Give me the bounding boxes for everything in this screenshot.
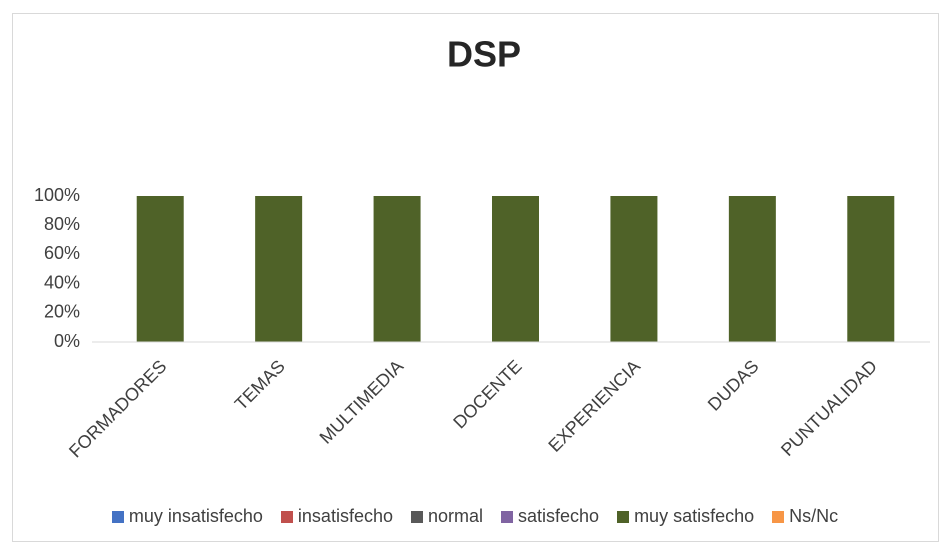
legend-label: satisfecho [518, 506, 600, 526]
legend-item: satisfecho [501, 506, 599, 527]
legend-swatch [501, 510, 514, 523]
legend-item: muy satisfecho [617, 506, 754, 527]
chart-title: DSP [447, 34, 521, 75]
legend-swatch [410, 510, 423, 523]
y-tick-label: 80% [44, 214, 80, 234]
legend-swatch [280, 510, 293, 523]
legend-label: muy satisfecho [634, 506, 755, 526]
legend-item: muy insatisfecho [111, 506, 263, 527]
bar-segment [847, 196, 895, 342]
legend-item: insatisfecho [280, 506, 393, 527]
legend: muy insatisfecho insatisfecho normal satisf… [12, 506, 938, 527]
y-tick-label: 40% [44, 272, 80, 292]
legend-label: Ns/Nc [789, 506, 839, 526]
bar-segment [255, 196, 303, 342]
legend-item: Ns/Nc [772, 506, 838, 527]
legend-swatch [617, 510, 630, 523]
bar-segment [728, 196, 776, 342]
y-tick-label: 20% [44, 302, 80, 322]
bar-segment [373, 196, 421, 342]
legend-label: normal [427, 506, 484, 526]
bar-segment [492, 196, 539, 342]
bar-segment [610, 196, 658, 342]
legend-swatch [772, 510, 785, 523]
y-tick-label: 60% [44, 243, 80, 263]
legend-label: muy insatisfecho [128, 506, 263, 526]
legend-label: insatisfecho [297, 506, 393, 526]
legend-swatch [111, 510, 124, 523]
y-tick-label: 100% [34, 185, 80, 205]
y-tick-label: 0% [54, 331, 80, 351]
legend-item: normal [410, 506, 484, 527]
bar-segment [136, 196, 184, 342]
